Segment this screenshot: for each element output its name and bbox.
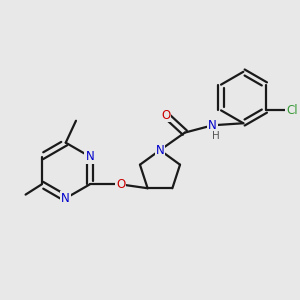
Text: N: N xyxy=(156,144,164,157)
Text: N: N xyxy=(85,150,94,163)
Text: O: O xyxy=(116,178,125,191)
Text: N: N xyxy=(208,119,217,132)
Text: Cl: Cl xyxy=(286,104,298,117)
Text: H: H xyxy=(212,131,219,141)
Text: O: O xyxy=(161,109,170,122)
Text: N: N xyxy=(61,192,70,205)
